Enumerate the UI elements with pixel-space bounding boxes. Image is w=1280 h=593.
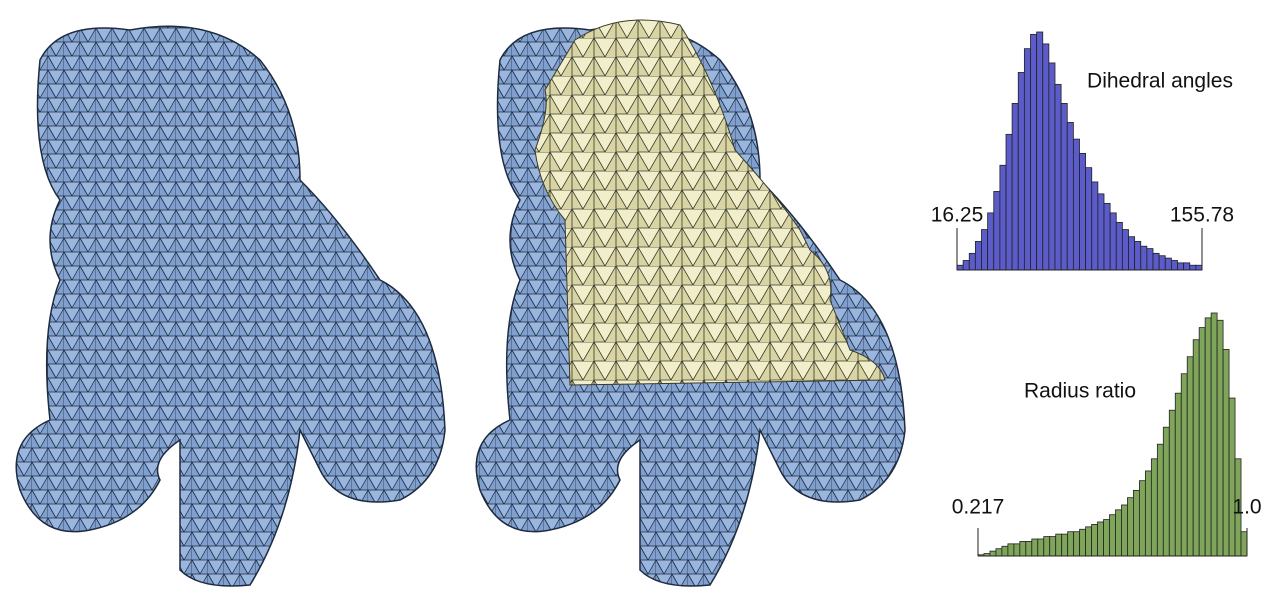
bar [1146, 248, 1154, 271]
bar [1177, 262, 1185, 271]
bar [1183, 262, 1191, 271]
bar [1042, 43, 1050, 271]
bar [981, 229, 989, 271]
bar [1115, 509, 1122, 557]
bar [1079, 528, 1086, 557]
bar [974, 241, 982, 271]
bar [1097, 193, 1105, 271]
bar [1121, 504, 1128, 557]
bar [1072, 138, 1080, 271]
bar [1168, 409, 1176, 557]
bar [1109, 212, 1117, 271]
bar [989, 550, 997, 557]
bar [1128, 236, 1136, 271]
bar [1091, 181, 1099, 271]
bar [1073, 531, 1081, 557]
bar [1222, 349, 1230, 557]
bar [1019, 541, 1027, 557]
bar [1048, 62, 1056, 271]
bar [1195, 264, 1203, 271]
bar [1066, 122, 1074, 271]
bar [1121, 229, 1129, 271]
bar [1174, 392, 1182, 557]
bar [1079, 152, 1087, 271]
bar [1049, 536, 1057, 557]
x-tick-label: 0.217 [952, 496, 1005, 519]
bar [1067, 531, 1075, 557]
bar [1140, 245, 1148, 271]
histograms: Dihedral angles 16.25 155.78 Radius ratio 0.… [931, 31, 1262, 557]
bar [995, 548, 1003, 557]
bar [1144, 470, 1152, 557]
bar [1054, 83, 1062, 271]
bar [1043, 536, 1051, 557]
bar [1001, 545, 1009, 557]
bar [1216, 319, 1224, 557]
bar [993, 191, 1001, 271]
bar [1103, 519, 1110, 557]
bar [1170, 260, 1178, 271]
bar [1164, 257, 1172, 271]
bar [1134, 241, 1142, 271]
bar [1030, 33, 1038, 271]
bar [1103, 202, 1111, 271]
bar [1097, 521, 1104, 557]
bar [1115, 221, 1123, 271]
x-tick-label: 155.78 [1170, 204, 1234, 227]
bar [1133, 489, 1140, 557]
bar [1189, 264, 1197, 271]
bar [1156, 443, 1164, 557]
bar [1005, 133, 1013, 271]
bar [1162, 426, 1170, 557]
bar [1007, 543, 1015, 557]
bar [1150, 458, 1158, 557]
chart-title: Radius ratio [1024, 380, 1136, 403]
bar [1109, 514, 1116, 557]
mesh-cutaway [475, 19, 906, 587]
bar [1127, 497, 1134, 557]
bar [1031, 538, 1039, 557]
bar [1139, 480, 1146, 557]
bar [1152, 252, 1160, 271]
bar [968, 252, 976, 271]
bar [1210, 312, 1218, 557]
x-tick-label: 16.25 [931, 204, 984, 227]
bar [1060, 103, 1068, 271]
bar [1228, 397, 1236, 557]
bar [1158, 255, 1166, 271]
bar [1025, 541, 1033, 557]
bar [1085, 526, 1092, 557]
bar [1192, 339, 1200, 557]
bar [1186, 356, 1194, 557]
bar [1198, 327, 1206, 557]
bar [1085, 167, 1093, 271]
bar [1240, 531, 1248, 557]
bar [1011, 103, 1019, 271]
bar [1061, 533, 1069, 557]
bar [1091, 524, 1098, 557]
bar [1055, 533, 1063, 557]
mesh-surface [15, 25, 446, 587]
bar [1023, 48, 1031, 271]
chart-title: Dihedral angles [1087, 70, 1233, 93]
bar [956, 264, 964, 271]
bar [1013, 543, 1021, 557]
bar [987, 212, 995, 271]
bar [962, 260, 970, 271]
bar [1180, 373, 1188, 557]
bar [1017, 72, 1025, 271]
bar [1036, 31, 1044, 271]
x-tick-label: 1.0 [1232, 496, 1261, 519]
bar [1204, 317, 1212, 557]
bar [1037, 538, 1045, 557]
bar [999, 164, 1007, 271]
